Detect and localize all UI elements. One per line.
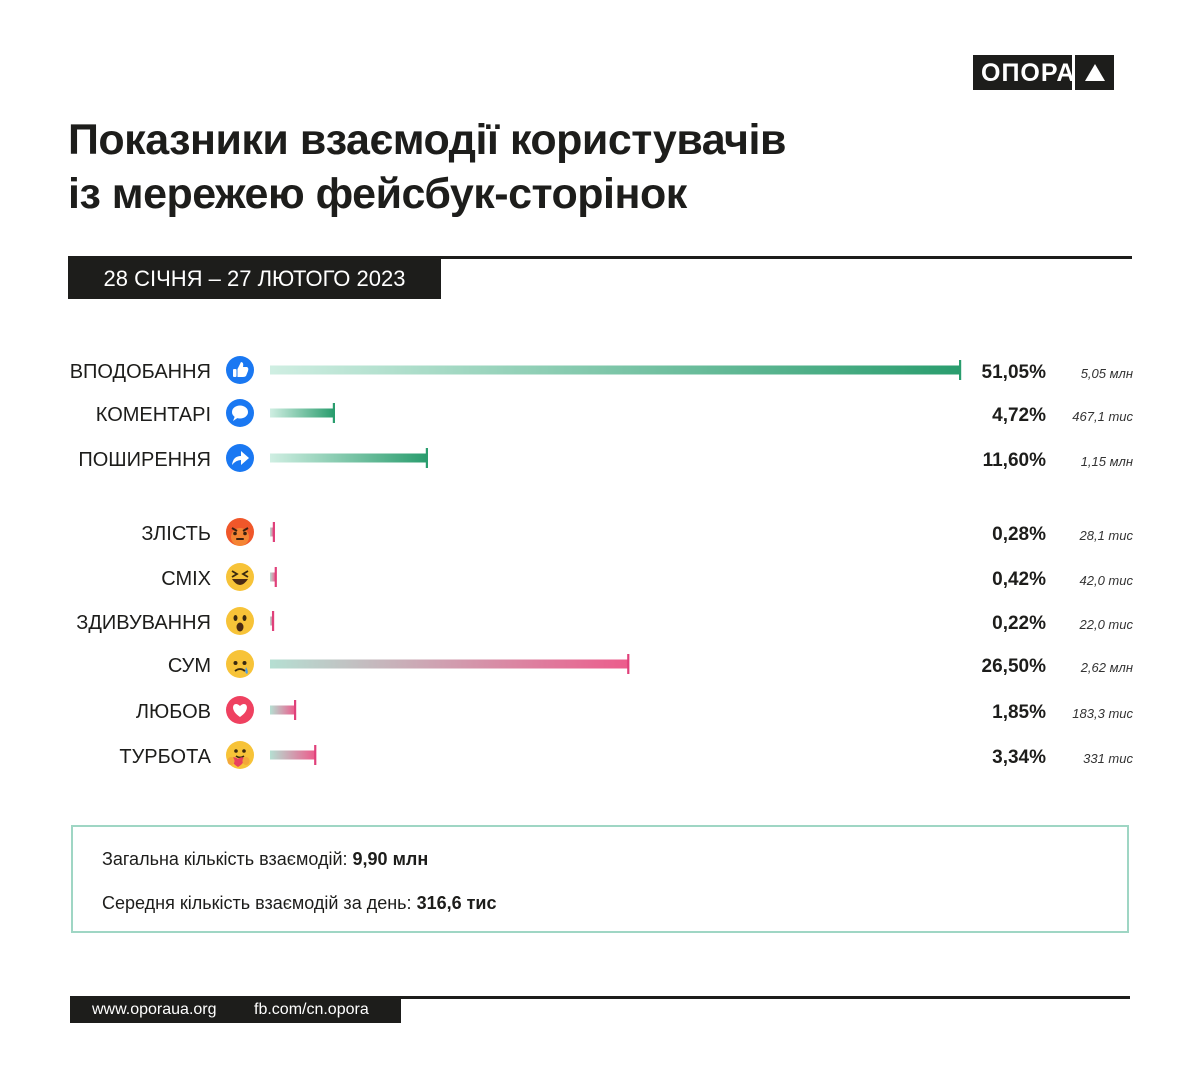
care-icon: [226, 741, 254, 769]
bar: [270, 572, 276, 582]
bar-end-marker: [271, 611, 275, 631]
category-label: ПОШИРЕННЯ: [78, 449, 211, 471]
bar: [270, 408, 334, 418]
average-interactions: Середня кількість взаємодій за день: 316…: [102, 893, 497, 914]
sad-icon: [226, 650, 254, 678]
value-label: 11,60%: [983, 450, 1046, 471]
value-label: 4,72%: [992, 405, 1046, 426]
page-title: Показники взаємодії користувачів із мере…: [68, 113, 786, 221]
count-label: 22,0 тис: [1079, 617, 1134, 632]
value-label: 1,85%: [992, 702, 1046, 723]
value-label: 51,05%: [982, 362, 1047, 383]
count-label: 331 тис: [1083, 751, 1133, 766]
category-label: СМІХ: [161, 568, 211, 590]
bar: [270, 453, 427, 463]
angry-icon: [226, 518, 254, 546]
bar: [270, 616, 273, 626]
count-label: 2,62 млн: [1080, 660, 1133, 675]
value-label: 0,42%: [992, 569, 1046, 590]
category-label: СУМ: [168, 655, 211, 677]
bar-end-marker: [332, 403, 335, 423]
opora-logo: ОПОРА: [973, 55, 1114, 90]
facebook-link[interactable]: fb.com/cn.opora: [254, 1001, 369, 1018]
bar-end-marker: [425, 448, 428, 468]
bar: [270, 705, 296, 715]
comment-icon: [226, 399, 254, 427]
period-badge: 28 СІЧНЯ – 27 ЛЮТОГО 2023: [68, 258, 441, 299]
count-label: 1,15 млн: [1081, 454, 1133, 469]
website-link[interactable]: www.oporaua.org: [92, 1001, 217, 1018]
bottom-divider: [70, 996, 1130, 999]
value-label: 0,22%: [992, 613, 1046, 634]
bar-end-marker: [627, 654, 630, 674]
count-label: 183,3 тис: [1072, 706, 1133, 721]
count-label: 42,0 тис: [1080, 573, 1134, 588]
total-label: Загальна кількість взаємодій:: [102, 849, 348, 869]
category-label: КОМЕНТАРІ: [96, 404, 211, 426]
triangle-icon: [1075, 55, 1114, 90]
bar: [270, 527, 274, 537]
bar: [270, 659, 629, 669]
category-label: ЗДИВУВАННЯ: [76, 612, 211, 634]
share-icon: [226, 444, 254, 472]
bar-end-marker: [959, 360, 962, 380]
total-interactions: Загальна кількість взаємодій: 9,90 млн: [102, 849, 428, 870]
haha-icon: [226, 563, 254, 591]
category-label: ТУРБОТА: [119, 746, 211, 768]
top-divider: [68, 256, 1132, 259]
bar-end-marker: [272, 522, 275, 542]
total-value: 9,90 млн: [352, 849, 429, 869]
count-label: 467,1 тис: [1072, 409, 1133, 424]
interaction-bar-chart: ВПОДОБАННЯ 51,05% 5,05 млн КОМЕНТАРІ 4,72% 46…: [70, 356, 1134, 769]
title-line-2: із мережею фейсбук-сторінок: [68, 170, 687, 218]
bar-end-marker: [294, 700, 297, 720]
value-label: 26,50%: [982, 656, 1047, 677]
average-label: Середня кількість взаємодій за день:: [102, 893, 412, 913]
love-icon: [226, 696, 254, 724]
like-icon: [226, 356, 254, 384]
category-label: ЛЮБОВ: [136, 701, 211, 723]
average-value: 316,6 тис: [416, 893, 497, 913]
value-label: 3,34%: [992, 747, 1046, 768]
count-label: 5,05 млн: [1081, 366, 1133, 381]
summary-box: Загальна кількість взаємодій: 9,90 млн С…: [71, 825, 1129, 933]
bar: [270, 750, 316, 760]
bar-end-marker: [314, 745, 317, 765]
footer: www.oporaua.org fb.com/cn.opora: [70, 997, 401, 1023]
category-label: ЗЛІСТЬ: [141, 523, 211, 545]
logo-text: ОПОРА: [973, 55, 1074, 90]
bar: [270, 365, 960, 375]
bar-end-marker: [274, 567, 277, 587]
category-label: ВПОДОБАННЯ: [70, 361, 211, 383]
value-label: 0,28%: [992, 524, 1046, 545]
count-label: 28,1 тис: [1079, 528, 1134, 543]
title-line-1: Показники взаємодії користувачів: [68, 116, 786, 164]
wow-icon: [226, 607, 254, 635]
